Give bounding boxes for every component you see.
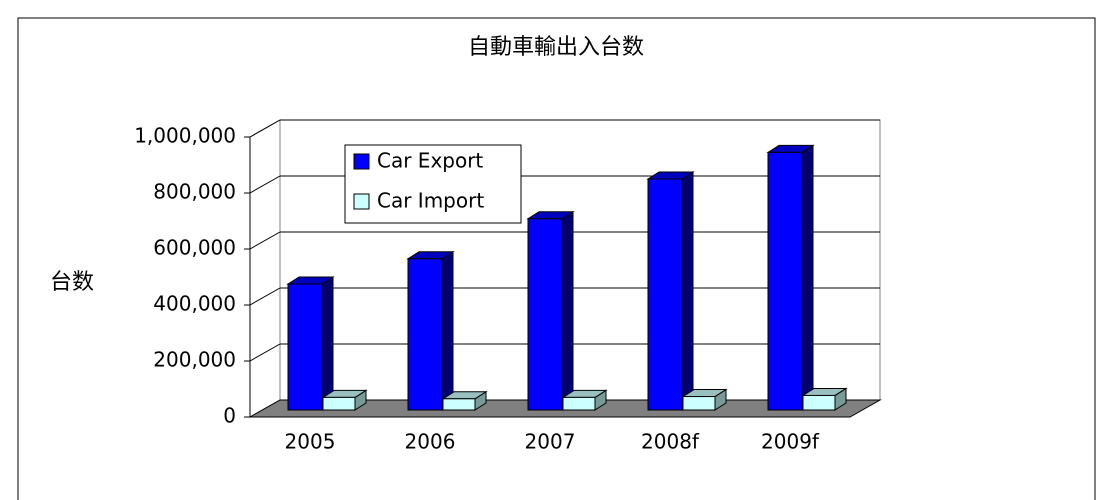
bar-front bbox=[802, 394, 836, 411]
x-tick-label: 2005 bbox=[285, 430, 336, 454]
y-tick-label: 0 bbox=[223, 404, 236, 428]
x-tick-label: 2008f bbox=[641, 430, 700, 454]
side-wall bbox=[249, 119, 281, 418]
legend-swatch bbox=[353, 193, 370, 210]
bar bbox=[441, 390, 488, 411]
y-tick-label: 600,000 bbox=[153, 236, 236, 260]
bar bbox=[321, 389, 368, 411]
bar-side bbox=[681, 171, 694, 411]
bar-side bbox=[441, 250, 454, 411]
x-tick-label: 2009f bbox=[761, 430, 820, 454]
grid-line bbox=[249, 119, 281, 138]
x-tick-label: 2006 bbox=[405, 430, 456, 454]
grid-line bbox=[249, 231, 281, 250]
legend-swatch bbox=[353, 153, 370, 170]
bar bbox=[286, 276, 335, 411]
bar-front bbox=[407, 258, 443, 411]
x-tick-label: 2007 bbox=[525, 430, 576, 454]
bar bbox=[406, 250, 455, 411]
bar bbox=[766, 144, 815, 411]
y-axis-label: 台数 bbox=[50, 270, 94, 295]
bar-front bbox=[442, 398, 476, 411]
bar bbox=[801, 387, 848, 411]
bar-side bbox=[801, 144, 814, 411]
y-tick-label: 400,000 bbox=[153, 292, 236, 316]
bar-side bbox=[321, 276, 334, 411]
bar bbox=[646, 171, 695, 411]
bar-front bbox=[647, 178, 683, 411]
grid-line bbox=[249, 175, 281, 194]
bar-front bbox=[767, 151, 803, 411]
chart-title: 自動車輸出入台数 bbox=[468, 35, 644, 60]
bar-side bbox=[561, 210, 574, 411]
bar-front bbox=[527, 218, 563, 411]
bar-front bbox=[322, 396, 356, 411]
legend-label: Car Import bbox=[377, 189, 484, 213]
bar bbox=[681, 388, 728, 411]
y-tick-label: 800,000 bbox=[153, 180, 236, 204]
bar bbox=[561, 389, 608, 411]
grid-line bbox=[249, 287, 281, 306]
bar-front bbox=[682, 396, 716, 411]
y-tick-label: 200,000 bbox=[153, 348, 236, 372]
bar bbox=[526, 210, 575, 411]
legend-label: Car Export bbox=[377, 149, 483, 173]
y-tick-label: 1,000,000 bbox=[134, 124, 236, 148]
bar-front bbox=[287, 283, 323, 411]
legend: Car Export Car Import bbox=[344, 144, 522, 224]
grid-line bbox=[249, 343, 281, 362]
bar-front bbox=[562, 396, 596, 411]
legend-box bbox=[344, 144, 522, 224]
